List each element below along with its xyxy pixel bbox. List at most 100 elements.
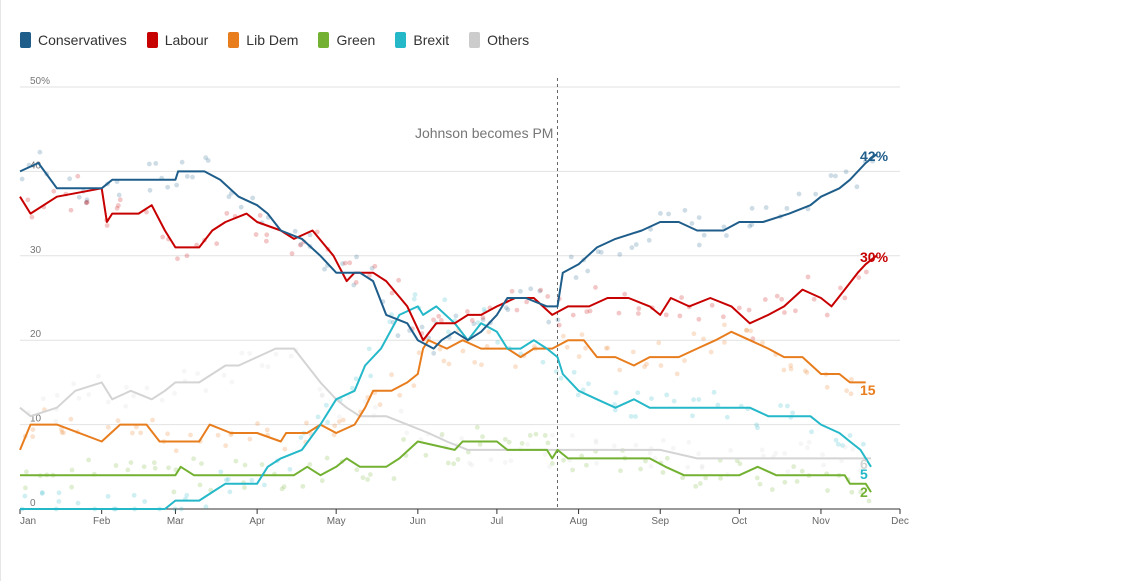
poll-dot-conservatives bbox=[431, 350, 437, 356]
poll-dot-brexit bbox=[495, 339, 501, 345]
series-line-labour bbox=[19, 187, 877, 342]
poll-dot-lib-dem bbox=[744, 328, 750, 333]
end-label-others: 6 bbox=[860, 456, 868, 472]
poll-dot-others bbox=[195, 371, 200, 376]
poll-dot-green bbox=[354, 467, 360, 473]
poll-dot-brexit bbox=[778, 403, 783, 408]
poll-dot-lib-dem bbox=[282, 446, 288, 452]
poll-dot-labour bbox=[679, 295, 684, 300]
poll-dot-conservatives bbox=[870, 158, 876, 164]
poll-dot-lib-dem bbox=[576, 354, 582, 359]
poll-dot-green bbox=[166, 465, 171, 471]
poll-dot-conservatives bbox=[666, 211, 671, 217]
x-tick-label-aug: Aug bbox=[570, 516, 588, 527]
poll-dot-lib-dem bbox=[264, 427, 270, 433]
poll-dot-conservatives bbox=[796, 191, 802, 197]
poll-dot-lib-dem bbox=[165, 431, 171, 437]
poll-dot-brexit bbox=[442, 297, 448, 303]
poll-dot-green bbox=[506, 439, 512, 445]
poll-dot-green bbox=[643, 458, 648, 464]
poll-dot-others bbox=[782, 450, 788, 456]
legend-item-conservatives: Conservatives bbox=[20, 32, 127, 48]
poll-dot-lib-dem bbox=[656, 340, 662, 346]
poll-dot-others bbox=[648, 463, 654, 469]
poll-dot-lib-dem bbox=[138, 430, 144, 436]
poll-dot-green bbox=[474, 424, 480, 430]
poll-dot-lib-dem bbox=[760, 340, 765, 346]
poll-dot-brexit bbox=[223, 477, 229, 483]
poll-dot-others bbox=[502, 460, 508, 465]
poll-dot-green bbox=[23, 485, 28, 491]
poll-dot-green bbox=[561, 457, 566, 463]
poll-dot-green bbox=[703, 475, 709, 481]
legend-item-labour: Labour bbox=[146, 32, 208, 48]
poll-dot-lib-dem bbox=[617, 367, 623, 373]
poll-dot-conservatives bbox=[805, 206, 811, 212]
poll-dot-others bbox=[362, 399, 368, 404]
poll-dot-others bbox=[467, 460, 472, 466]
poll-dot-conservatives bbox=[226, 194, 232, 200]
series-line-green bbox=[20, 440, 872, 493]
poll-dot-labour bbox=[509, 288, 515, 294]
poll-dot-green bbox=[367, 472, 373, 477]
poll-dot-others bbox=[319, 393, 325, 399]
poll-dot-green bbox=[769, 487, 775, 492]
poll-dot-lib-dem bbox=[642, 364, 647, 370]
poll-dot-lib-dem bbox=[411, 383, 417, 389]
poll-dot-lib-dem bbox=[30, 427, 36, 432]
poll-dot-conservatives bbox=[689, 220, 695, 226]
poll-dot-labour bbox=[762, 297, 768, 302]
poll-dot-conservatives bbox=[648, 226, 654, 232]
poll-dot-labour bbox=[811, 296, 817, 302]
poll-dot-conservatives bbox=[657, 210, 663, 216]
x-tick-label-jan: Jan bbox=[20, 516, 36, 527]
poll-dot-green bbox=[401, 437, 406, 442]
poll-dot-labour bbox=[782, 310, 787, 315]
series-line-others bbox=[19, 347, 871, 460]
legend-label-conservatives: Conservatives bbox=[38, 32, 127, 48]
poll-dot-green bbox=[199, 461, 204, 466]
poll-dot-others bbox=[71, 381, 77, 387]
poll-dot-conservatives bbox=[84, 197, 90, 203]
poll-dot-conservatives bbox=[505, 307, 511, 313]
poll-dot-labour bbox=[314, 229, 320, 235]
poll-dot-lib-dem bbox=[513, 364, 518, 370]
legend-label-brexit: Brexit bbox=[413, 32, 450, 48]
poll-dot-conservatives bbox=[203, 155, 209, 161]
poll-dot-lib-dem bbox=[722, 322, 727, 328]
poll-dot-labour bbox=[114, 205, 120, 211]
poll-dot-labour bbox=[677, 313, 683, 319]
poll-dot-labour bbox=[25, 197, 31, 203]
poll-dot-green bbox=[664, 455, 670, 461]
poll-dot-others bbox=[728, 448, 734, 453]
poll-dot-labour bbox=[464, 309, 470, 314]
poll-dot-green bbox=[549, 461, 555, 466]
end-label-brexit: 5 bbox=[860, 466, 868, 482]
poll-dot-lib-dem bbox=[788, 363, 794, 368]
poll-dot-others bbox=[696, 451, 702, 457]
poll-dot-others bbox=[542, 451, 548, 457]
poll-dot-brexit bbox=[184, 492, 190, 498]
poll-dot-green bbox=[171, 489, 177, 495]
poll-dot-brexit bbox=[664, 392, 670, 398]
poll-dot-green bbox=[477, 441, 483, 447]
poll-dot-lib-dem bbox=[304, 420, 309, 426]
poll-dot-conservatives bbox=[749, 205, 755, 211]
poll-dot-conservatives bbox=[250, 195, 256, 201]
poll-dot-green bbox=[825, 488, 830, 493]
poll-dot-labour bbox=[342, 260, 348, 266]
poll-dot-conservatives bbox=[395, 333, 401, 339]
poll-dot-brexit bbox=[350, 385, 355, 391]
poll-dot-lib-dem bbox=[59, 426, 64, 432]
poll-dot-green bbox=[307, 462, 313, 467]
poll-dot-labour bbox=[104, 223, 110, 228]
poll-dot-brexit bbox=[755, 425, 760, 431]
poll-dot-green bbox=[866, 498, 872, 504]
poll-dot-lib-dem bbox=[223, 443, 229, 449]
poll-dot-green bbox=[365, 477, 370, 482]
poll-dot-labour bbox=[696, 316, 702, 322]
poll-dot-others bbox=[203, 388, 209, 393]
poll-dot-others bbox=[798, 441, 804, 447]
poll-dot-others bbox=[839, 458, 845, 464]
poll-dot-conservatives bbox=[595, 249, 601, 255]
